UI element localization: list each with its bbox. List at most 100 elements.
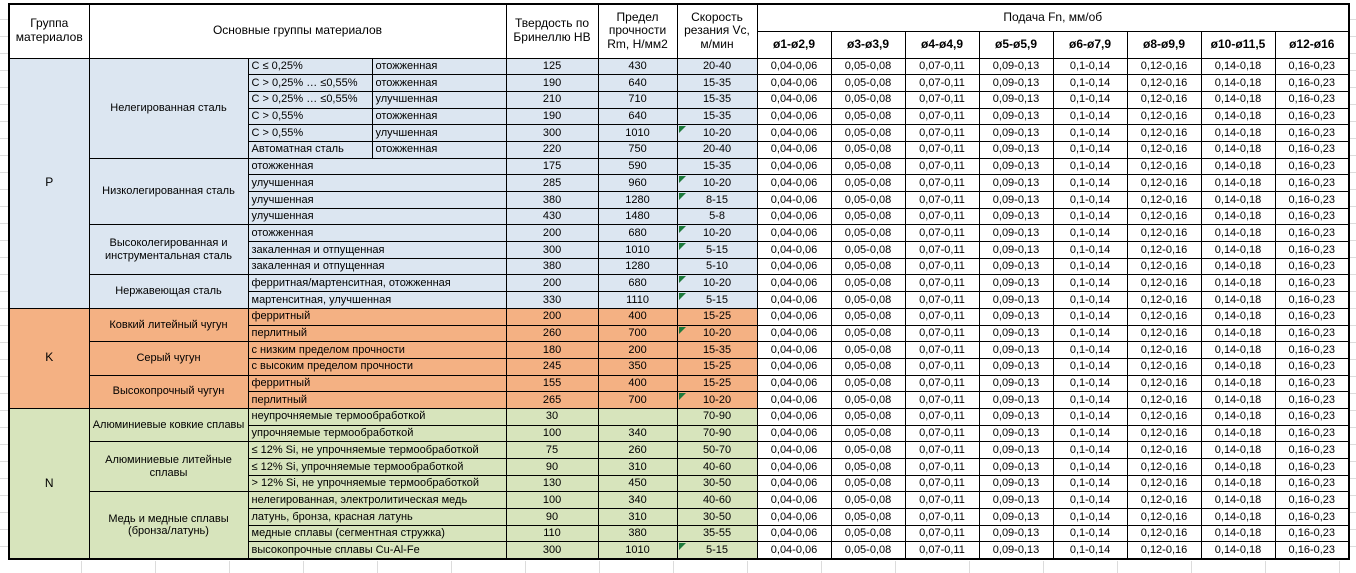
feed-cell: 0,16-0,23 bbox=[1274, 257, 1350, 276]
strength-cell: 340 bbox=[597, 424, 678, 443]
speed-cell: 10-20 bbox=[676, 274, 758, 293]
feed-cell: 0,1-0,14 bbox=[1052, 524, 1128, 543]
table-row: мартенситная, улучшенная 330 1110 5-15 0,04-… bbox=[9, 291, 1350, 309]
strength-cell: 1480 bbox=[597, 207, 678, 226]
header-hardness: Твердость по Бринеллю HB bbox=[505, 3, 599, 59]
feed-cell: 0,12-0,16 bbox=[1126, 140, 1202, 159]
material-desc-cell: с низким пределом прочности bbox=[247, 341, 507, 359]
feed-cell: 0,04-0,06 bbox=[756, 474, 832, 493]
material-desc-cell: закаленная и отпущенная bbox=[247, 241, 507, 259]
feed-cell: 0,16-0,23 bbox=[1274, 90, 1350, 109]
speed-cell: 15-25 bbox=[676, 357, 758, 376]
strength-cell: 590 bbox=[597, 157, 678, 176]
strength-cell: 1280 bbox=[597, 257, 678, 276]
feed-cell: 0,07-0,11 bbox=[904, 157, 980, 176]
feed-cell: 0,16-0,23 bbox=[1274, 357, 1350, 376]
feed-cell: 0,1-0,14 bbox=[1052, 274, 1128, 293]
feed-cell: 0,04-0,06 bbox=[756, 357, 832, 376]
material-desc-cell: латунь, бронза, красная латунь bbox=[247, 508, 507, 526]
feed-cell: 0,07-0,11 bbox=[904, 124, 980, 142]
speed-cell: 15-35 bbox=[676, 90, 758, 109]
strength-cell: 700 bbox=[597, 324, 678, 343]
feed-cell: 0,1-0,14 bbox=[1052, 374, 1128, 393]
feed-cell: 0,12-0,16 bbox=[1126, 374, 1202, 393]
strength-cell: 340 bbox=[597, 491, 678, 510]
material-desc-cell: C ≤ 0,25% bbox=[247, 57, 373, 76]
feed-cell: 0,09-0,13 bbox=[978, 291, 1054, 309]
feed-cell: 0,14-0,18 bbox=[1200, 174, 1276, 192]
feed-cell: 0,09-0,13 bbox=[978, 140, 1054, 159]
feed-cell: 0,14-0,18 bbox=[1200, 207, 1276, 226]
speed-cell: 15-35 bbox=[676, 157, 758, 176]
state-desc-cell: отожженная bbox=[371, 57, 507, 76]
feed-cell: 0,16-0,23 bbox=[1274, 391, 1350, 409]
feed-cell: 0,16-0,23 bbox=[1274, 224, 1350, 243]
note-triangle-icon bbox=[678, 126, 686, 134]
feed-cell: 0,09-0,13 bbox=[978, 241, 1054, 259]
state-desc-cell: отожженная bbox=[371, 140, 507, 159]
feed-cell: 0,09-0,13 bbox=[978, 374, 1054, 393]
table-row: ≤ 12% Si, упрочняемые термообработкой 90 3… bbox=[9, 458, 1350, 476]
subgroup-name-cell: Высоколегированная и инструментальная ст… bbox=[88, 224, 249, 276]
feed-cell: 0,16-0,23 bbox=[1274, 274, 1350, 293]
feed-cell: 0,07-0,11 bbox=[904, 291, 980, 309]
table-row: перлитный 265 700 10-20 0,04-0,06 0,05-0,08 0,… bbox=[9, 391, 1350, 409]
feed-cell: 0,12-0,16 bbox=[1126, 491, 1202, 510]
hardness-cell: 380 bbox=[505, 191, 599, 209]
feed-cell: 0,14-0,18 bbox=[1200, 74, 1276, 92]
table-row: N Алюминиевые ковкие сплавы неупрочняемые … bbox=[8, 407, 1350, 560]
table-row: K Ковкий литейный чугун ферритный 200 400 15-… bbox=[8, 307, 1350, 409]
note-triangle-icon bbox=[678, 276, 686, 284]
feed-cell: 0,16-0,23 bbox=[1274, 174, 1350, 192]
header-feed-diameter: ø8-ø9,9 bbox=[1126, 30, 1202, 59]
feed-cell: 0,16-0,23 bbox=[1274, 424, 1350, 443]
hardness-cell: 110 bbox=[505, 524, 599, 543]
feed-cell: 0,04-0,06 bbox=[756, 441, 832, 459]
feed-cell: 0,05-0,08 bbox=[830, 307, 906, 326]
feed-cell: 0,05-0,08 bbox=[830, 274, 906, 293]
feed-cell: 0,14-0,18 bbox=[1200, 458, 1276, 476]
feed-cell: 0,05-0,08 bbox=[830, 524, 906, 543]
feed-cell: 0,04-0,06 bbox=[756, 491, 832, 510]
feed-cell: 0,12-0,16 bbox=[1126, 357, 1202, 376]
feed-cell: 0,07-0,11 bbox=[904, 341, 980, 359]
feed-cell: 0,05-0,08 bbox=[830, 291, 906, 309]
feed-cell: 0,07-0,11 bbox=[904, 491, 980, 510]
subgroup-name-cell: Серый чугун bbox=[88, 341, 249, 376]
feed-cell: 0,1-0,14 bbox=[1052, 407, 1128, 426]
table-row: C > 0,55% улучшенная 300 1010 10-20 0,04-0,06… bbox=[9, 124, 1350, 142]
feed-cell: 0,07-0,11 bbox=[904, 324, 980, 343]
feed-cell: 0,14-0,18 bbox=[1200, 341, 1276, 359]
hardness-cell: 300 bbox=[505, 124, 599, 142]
feed-cell: 0,1-0,14 bbox=[1052, 291, 1128, 309]
feed-cell: 0,1-0,14 bbox=[1052, 441, 1128, 459]
feed-cell: 0,14-0,18 bbox=[1200, 90, 1276, 109]
feed-cell: 0,09-0,13 bbox=[978, 90, 1054, 109]
feed-cell: 0,16-0,23 bbox=[1274, 57, 1350, 76]
feed-cell: 0,1-0,14 bbox=[1052, 257, 1128, 276]
feed-cell: 0,12-0,16 bbox=[1126, 508, 1202, 526]
hardness-cell: 245 bbox=[505, 357, 599, 376]
feed-cell: 0,1-0,14 bbox=[1052, 157, 1128, 176]
strength-cell: 1110 bbox=[597, 291, 678, 309]
material-desc-cell: улучшенная bbox=[247, 174, 507, 192]
note-triangle-icon bbox=[678, 543, 686, 551]
feed-cell: 0,12-0,16 bbox=[1126, 257, 1202, 276]
feed-cell: 0,09-0,13 bbox=[978, 191, 1054, 209]
feed-cell: 0,14-0,18 bbox=[1200, 357, 1276, 376]
speed-cell: 5-8 bbox=[676, 207, 758, 226]
feed-cell: 0,14-0,18 bbox=[1200, 424, 1276, 443]
feed-cell: 0,09-0,13 bbox=[978, 357, 1054, 376]
feed-cell: 0,16-0,23 bbox=[1274, 307, 1350, 326]
feed-cell: 0,04-0,06 bbox=[756, 524, 832, 543]
material-desc-cell: отожженная bbox=[247, 224, 507, 243]
strength-cell: 450 bbox=[597, 474, 678, 493]
material-desc-cell: ферритный bbox=[247, 374, 507, 393]
strength-cell: 350 bbox=[597, 357, 678, 376]
table-row: P Нелегированная сталь C ≤ 0,25% отожженная… bbox=[8, 57, 1350, 309]
feed-cell: 0,16-0,23 bbox=[1274, 74, 1350, 92]
table-row: перлитный 260 700 10-20 0,04-0,06 0,05-0,08 0,… bbox=[9, 324, 1350, 343]
strength-cell: 260 bbox=[597, 441, 678, 459]
feed-cell: 0,16-0,23 bbox=[1274, 441, 1350, 459]
feed-cell: 0,12-0,16 bbox=[1126, 541, 1202, 560]
